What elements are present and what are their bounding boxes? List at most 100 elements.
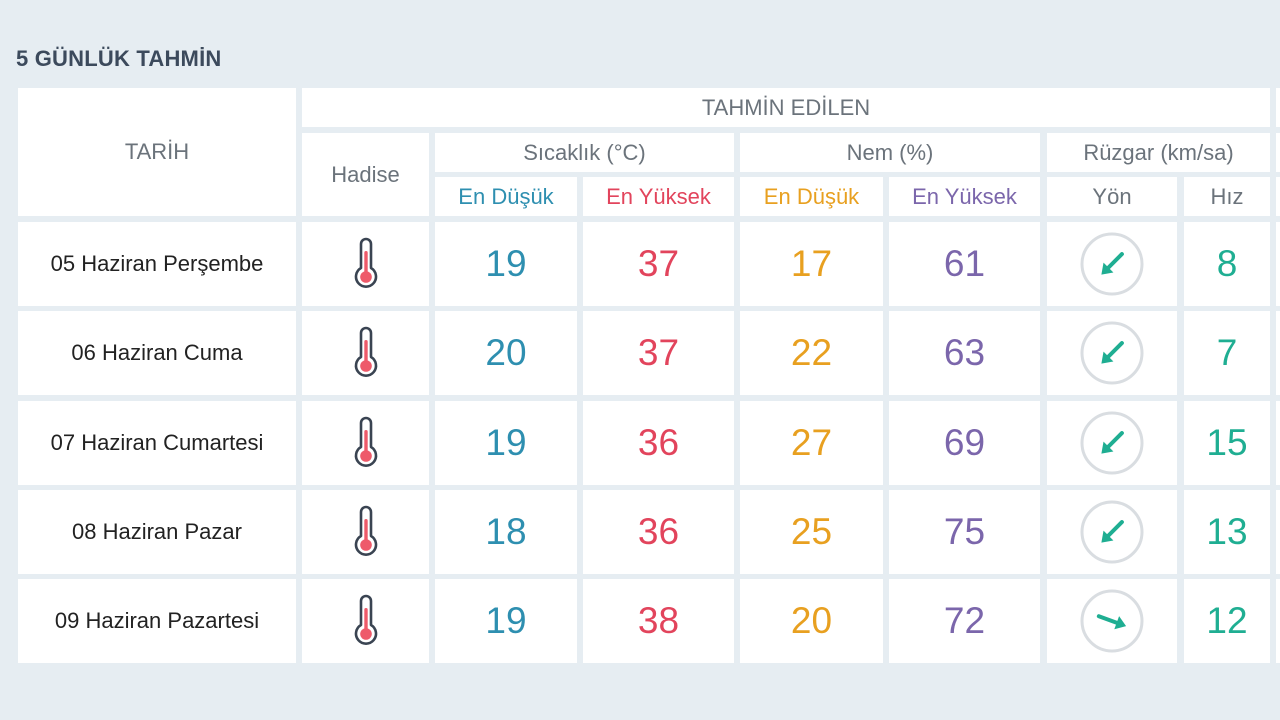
header-edge-bottom xyxy=(1276,177,1280,216)
header-temp-max: En Yüksek xyxy=(583,177,734,216)
temp-max-value: 36 xyxy=(637,422,680,463)
header-wind-speed-label: Hız xyxy=(1210,183,1244,209)
thermometer-icon xyxy=(352,325,380,381)
hadise-cell xyxy=(302,401,429,485)
arrow-southwest-icon xyxy=(1079,231,1145,297)
wind-speed-cell: 7 xyxy=(1184,311,1270,395)
header-wind-dir-label: Yön xyxy=(1092,183,1132,209)
hadise-cell xyxy=(302,579,429,663)
hum-max-cell: 63 xyxy=(889,311,1040,395)
temp-min-value: 20 xyxy=(485,332,527,373)
thermometer-icon xyxy=(352,593,380,649)
arrow-southwest-icon xyxy=(1079,320,1145,386)
hum-min-value: 17 xyxy=(790,243,833,284)
temp-min-cell: 19 xyxy=(435,222,577,306)
hum-max-cell: 75 xyxy=(889,490,1040,574)
temp-min-value: 18 xyxy=(485,511,527,552)
date-cell: 07 Haziran Cumartesi xyxy=(18,401,296,485)
wind-speed-cell: 8 xyxy=(1184,222,1270,306)
temp-max-cell: 36 xyxy=(583,490,734,574)
hum-min-cell: 17 xyxy=(740,222,883,306)
header-date: TARİH xyxy=(18,88,296,216)
temp-min-cell: 19 xyxy=(435,401,577,485)
temp-min-value: 19 xyxy=(485,600,527,641)
temp-min-value: 19 xyxy=(485,422,527,463)
header-temperature-label: Sıcaklık (°C) xyxy=(523,139,646,165)
hum-min-value: 27 xyxy=(790,422,833,463)
date-value: 05 Haziran Perşembe xyxy=(50,251,264,276)
row-edge xyxy=(1276,311,1280,395)
arrow-southwest-icon xyxy=(1079,410,1145,476)
temp-max-value: 37 xyxy=(637,243,680,284)
temp-min-value: 19 xyxy=(485,243,527,284)
header-wind-dir: Yön xyxy=(1047,177,1177,216)
date-cell: 08 Haziran Pazar xyxy=(18,490,296,574)
date-cell: 09 Haziran Pazartesi xyxy=(18,579,296,663)
wind-speed-value: 15 xyxy=(1206,422,1248,463)
hum-min-cell: 22 xyxy=(740,311,883,395)
hum-min-value: 22 xyxy=(790,332,833,373)
thermometer-icon xyxy=(352,415,380,471)
temp-min-cell: 19 xyxy=(435,579,577,663)
hum-min-cell: 25 xyxy=(740,490,883,574)
header-hadise-label: Hadise xyxy=(331,161,400,187)
date-value: 08 Haziran Pazar xyxy=(72,519,242,544)
header-temperature: Sıcaklık (°C) xyxy=(435,133,734,172)
date-cell: 06 Haziran Cuma xyxy=(18,311,296,395)
hum-max-value: 63 xyxy=(943,332,986,373)
wind-speed-cell: 15 xyxy=(1184,401,1270,485)
header-humidity: Nem (%) xyxy=(740,133,1040,172)
header-forecast-label: TAHMİN EDİLEN xyxy=(701,94,871,120)
hum-max-value: 61 xyxy=(943,243,986,284)
hum-max-cell: 61 xyxy=(889,222,1040,306)
date-value: 06 Haziran Cuma xyxy=(71,340,243,365)
hum-max-value: 69 xyxy=(943,422,986,463)
temp-max-value: 38 xyxy=(637,600,680,641)
wind-dir-cell xyxy=(1047,579,1177,663)
header-wind-label: Rüzgar (km/sa) xyxy=(1083,139,1234,165)
header-forecast-group: TAHMİN EDİLEN xyxy=(302,88,1270,127)
header-hum-max-label: En Yüksek xyxy=(912,183,1017,209)
header-wind-speed: Hız xyxy=(1184,177,1270,216)
hum-max-value: 72 xyxy=(943,600,986,641)
temp-max-value: 37 xyxy=(637,332,680,373)
hum-max-value: 75 xyxy=(943,511,986,552)
wind-dir-cell xyxy=(1047,311,1177,395)
hum-min-cell: 20 xyxy=(740,579,883,663)
temp-max-cell: 37 xyxy=(583,311,734,395)
wind-dir-cell xyxy=(1047,222,1177,306)
hadise-cell xyxy=(302,222,429,306)
header-temp-min: En Düşük xyxy=(435,177,577,216)
hum-min-value: 25 xyxy=(790,511,833,552)
temp-min-cell: 18 xyxy=(435,490,577,574)
date-value: 09 Haziran Pazartesi xyxy=(54,608,260,633)
header-date-label: TARİH xyxy=(124,139,190,164)
wind-dir-cell xyxy=(1047,401,1177,485)
header-edge-mid xyxy=(1276,133,1280,172)
wind-speed-value: 8 xyxy=(1216,243,1238,284)
hum-min-cell: 27 xyxy=(740,401,883,485)
header-hadise: Hadise xyxy=(302,133,429,216)
hum-max-cell: 69 xyxy=(889,401,1040,485)
wind-speed-value: 12 xyxy=(1206,600,1248,641)
temp-max-value: 36 xyxy=(637,511,680,552)
temp-max-cell: 38 xyxy=(583,579,734,663)
header-edge-top xyxy=(1276,88,1280,127)
temp-min-cell: 20 xyxy=(435,311,577,395)
hadise-cell xyxy=(302,490,429,574)
hum-max-cell: 72 xyxy=(889,579,1040,663)
wind-speed-value: 13 xyxy=(1206,511,1248,552)
header-hum-max: En Yüksek xyxy=(889,177,1040,216)
arrow-southwest-icon xyxy=(1079,499,1145,565)
hadise-cell xyxy=(302,311,429,395)
wind-speed-value: 7 xyxy=(1216,332,1238,373)
wind-dir-cell xyxy=(1047,490,1177,574)
header-hum-min-label: En Düşük xyxy=(763,183,860,209)
temp-max-cell: 37 xyxy=(583,222,734,306)
row-edge xyxy=(1276,222,1280,306)
thermometer-icon xyxy=(352,504,380,560)
wind-speed-cell: 12 xyxy=(1184,579,1270,663)
row-edge xyxy=(1276,401,1280,485)
page-title: 5 GÜNLÜK TAHMİN xyxy=(16,46,222,71)
date-cell: 05 Haziran Perşembe xyxy=(18,222,296,306)
